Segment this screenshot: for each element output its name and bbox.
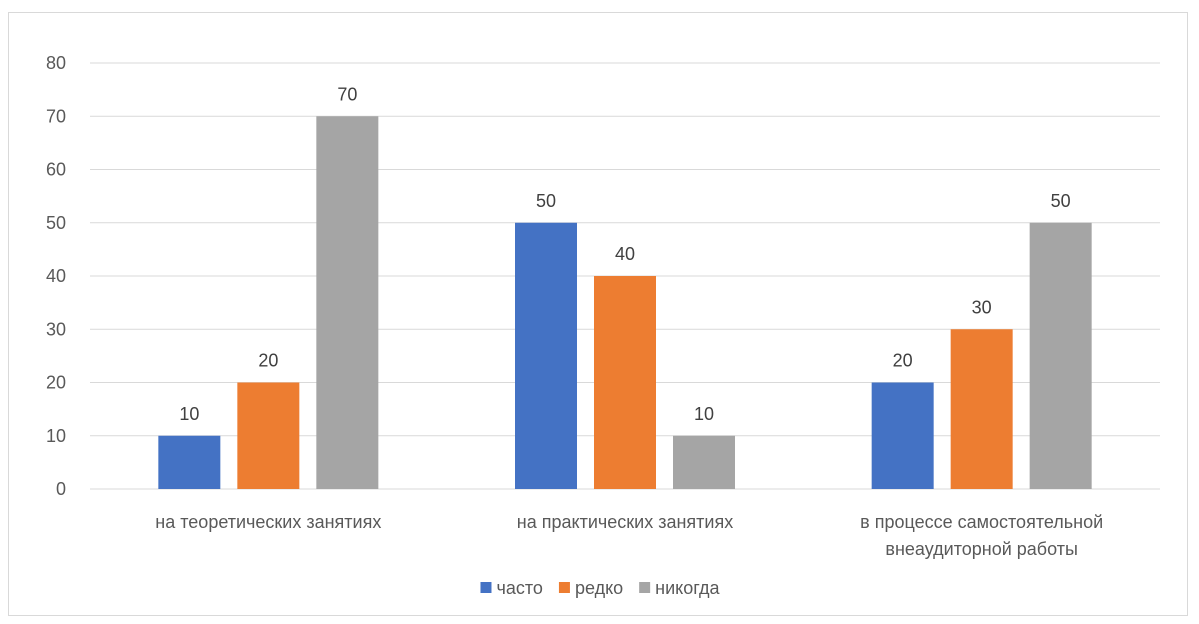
legend-swatch: [480, 582, 492, 593]
data-labels: 10 20 70 50 40 10 20 30 50: [179, 84, 1070, 424]
bar: [237, 382, 300, 489]
bar: [316, 116, 379, 489]
x-tick-label: на теоретических занятиях: [155, 512, 381, 532]
data-label: 50: [536, 191, 556, 211]
x-tick-label: на практических занятиях: [517, 512, 733, 532]
legend-label: никогда: [655, 578, 720, 598]
legend-swatch: [639, 582, 651, 593]
legend-label: часто: [496, 578, 542, 598]
y-tick-label: 20: [46, 373, 66, 393]
y-tick-label: 70: [46, 106, 66, 126]
y-tick-label: 40: [46, 266, 66, 286]
data-label: 50: [1051, 191, 1071, 211]
bar: [1029, 222, 1092, 489]
bars: [158, 116, 1092, 489]
data-label: 10: [179, 404, 199, 424]
data-label: 20: [258, 351, 278, 371]
data-label: 30: [972, 297, 992, 317]
bar: [158, 435, 221, 489]
bar: [871, 382, 934, 489]
legend-swatch: [558, 582, 570, 593]
legend: часто редко никогда: [480, 578, 720, 598]
y-tick-label: 50: [46, 213, 66, 233]
y-axis: 0 10 20 30 40 50 60 70 80: [46, 53, 66, 499]
y-tick-label: 10: [46, 426, 66, 446]
data-label: 40: [615, 244, 635, 264]
y-tick-label: 30: [46, 319, 66, 339]
x-axis: на теоретических занятиях на практических…: [155, 512, 1103, 559]
legend-label: редко: [575, 578, 623, 598]
bar: [673, 435, 735, 489]
y-tick-label: 60: [46, 160, 66, 180]
y-tick-label: 80: [46, 53, 66, 73]
data-label: 70: [337, 84, 357, 104]
y-tick-label: 0: [56, 479, 66, 499]
bar: [594, 276, 656, 489]
data-label: 10: [694, 404, 714, 424]
bar: [950, 329, 1013, 489]
x-tick-label: внеаудиторной работы: [885, 539, 1077, 559]
data-label: 20: [893, 351, 913, 371]
x-tick-label: в процессе самостоятельной: [860, 512, 1103, 532]
bar: [515, 222, 577, 489]
